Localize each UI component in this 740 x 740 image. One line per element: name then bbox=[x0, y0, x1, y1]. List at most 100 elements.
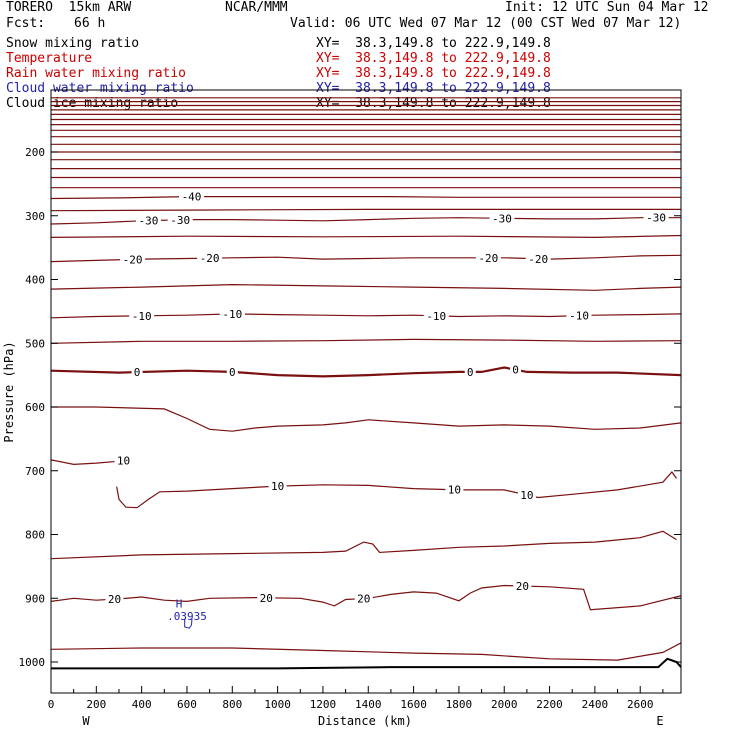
contour-label: -10 bbox=[426, 310, 446, 323]
contour-label: 0 bbox=[134, 366, 141, 379]
contour-label-bg bbox=[423, 309, 449, 322]
contour-label-bg bbox=[179, 190, 205, 203]
east-label: E bbox=[656, 714, 663, 728]
contour-label-bg bbox=[517, 488, 536, 501]
contour-label: -30 bbox=[492, 212, 512, 225]
field-xy-rain: XY= 38.3,149.8 to 222.9,149.8 bbox=[316, 66, 551, 81]
x-tick-label: 800 bbox=[222, 698, 242, 711]
center-name: NCAR/MMM bbox=[225, 0, 288, 15]
field-xy-temperature: XY= 38.3,149.8 to 222.9,149.8 bbox=[316, 51, 551, 66]
contour-label: -40 bbox=[182, 191, 202, 204]
contour-label: 0 bbox=[512, 364, 519, 377]
contour-line bbox=[51, 530, 677, 560]
contour-label: -30 bbox=[139, 215, 159, 228]
y-tick-label: 500 bbox=[25, 337, 45, 350]
contour-label-bg bbox=[120, 253, 146, 266]
x-tick-label: 0 bbox=[48, 698, 55, 711]
contour-label-bg bbox=[354, 592, 373, 605]
contour-label-bg bbox=[513, 580, 532, 593]
contour-label: -20 bbox=[528, 253, 548, 266]
contour-label-bg bbox=[464, 365, 476, 378]
forecast-label: Fcst: bbox=[6, 16, 46, 31]
x-tick-label: 2200 bbox=[536, 698, 563, 711]
contour-label-bg bbox=[135, 214, 161, 227]
contour-label-bg bbox=[226, 365, 238, 378]
contour-label-bg bbox=[114, 454, 133, 467]
y-tick-label: 900 bbox=[25, 592, 45, 605]
contour-label: -20 bbox=[123, 253, 143, 266]
y-tick-label: 400 bbox=[25, 274, 45, 287]
y-tick-label: 200 bbox=[25, 146, 45, 159]
contour-label: -10 bbox=[569, 310, 589, 323]
field-name-snow: Snow mixing ratio bbox=[6, 36, 140, 51]
west-label: W bbox=[82, 714, 90, 728]
contour-label: 10 bbox=[520, 489, 533, 502]
contour-label-bg bbox=[167, 213, 193, 226]
x-tick-label: 200 bbox=[86, 698, 106, 711]
contour-label-bg bbox=[445, 483, 464, 496]
annotation-layer: H.03935 bbox=[167, 597, 207, 629]
y-tick-label: 300 bbox=[25, 210, 45, 223]
x-tick-label: 600 bbox=[177, 698, 197, 711]
contour-label-bg bbox=[510, 363, 522, 376]
x-tick-label: 2600 bbox=[627, 698, 654, 711]
x-tick-label: 1200 bbox=[310, 698, 337, 711]
contour-label-bg bbox=[257, 591, 276, 604]
contour-label: -30 bbox=[646, 212, 666, 225]
contour-line bbox=[51, 254, 681, 263]
x-tick-label: 1000 bbox=[264, 698, 291, 711]
contour-label-bg bbox=[105, 593, 124, 606]
contour-label-bg bbox=[489, 212, 515, 225]
contour-line bbox=[51, 657, 681, 670]
contour-label: 10 bbox=[117, 455, 130, 468]
contour-label: 20 bbox=[357, 593, 370, 606]
contour-label: 0 bbox=[229, 366, 236, 379]
contour-label: -20 bbox=[478, 252, 498, 265]
contour-line bbox=[116, 471, 677, 509]
contour-label-bg bbox=[129, 309, 155, 322]
field-name-temperature: Temperature bbox=[6, 51, 93, 66]
model-name: TORERO 15km ARW bbox=[6, 0, 132, 15]
contour-label: 20 bbox=[108, 593, 121, 606]
x-tick-label: 2400 bbox=[582, 698, 609, 711]
contour-line bbox=[51, 406, 681, 432]
contour-label-bg bbox=[643, 211, 669, 224]
contour-label-bg bbox=[131, 366, 143, 379]
y-tick-label: 700 bbox=[25, 465, 45, 478]
plot-frame bbox=[50, 89, 682, 694]
contour-label: 10 bbox=[271, 480, 284, 493]
forecast-hour: 66 h bbox=[74, 16, 106, 31]
contour-line bbox=[51, 366, 681, 378]
field-name-cloud-water: Cloud water mixing ratio bbox=[6, 81, 194, 96]
contour-line bbox=[51, 338, 681, 344]
x-tick-label: 1400 bbox=[355, 698, 382, 711]
cloud-water-annotation: H bbox=[176, 597, 183, 610]
y-tick-label: 600 bbox=[25, 401, 45, 414]
field-name-cloud-ice: Cloud ice mixing ratio bbox=[6, 96, 179, 111]
x-tick-label: 2000 bbox=[491, 698, 518, 711]
contour-label-bg bbox=[268, 480, 287, 493]
contour-label: 10 bbox=[448, 484, 461, 497]
contour-line bbox=[51, 234, 681, 239]
contour-label: -10 bbox=[132, 310, 152, 323]
y-tick-label: 1000 bbox=[19, 656, 46, 669]
contour-label-bg bbox=[219, 307, 245, 320]
y-tick-label: 800 bbox=[25, 529, 45, 542]
y-axis-label: Pressure (hPa) bbox=[2, 341, 16, 442]
contour-line bbox=[51, 208, 681, 212]
contour-line bbox=[51, 196, 681, 200]
contour-label: -10 bbox=[222, 308, 242, 321]
x-tick-label: 1800 bbox=[446, 698, 473, 711]
contour-label-layer: 20 20 20 20 10 10 10 10 0 0 0 0 -10 -10 -10 -10 -20 -20 -2… bbox=[105, 190, 669, 606]
field-xy-snow: XY= 38.3,149.8 to 222.9,149.8 bbox=[316, 36, 551, 51]
valid-time: Valid: 06 UTC Wed 07 Mar 12 (00 CST Wed … bbox=[290, 16, 682, 31]
x-tick-label: 400 bbox=[132, 698, 152, 711]
field-xy-cloud-water: XY= 38.3,149.8 to 222.9,149.8 bbox=[316, 81, 551, 96]
contour-label: -30 bbox=[170, 214, 190, 227]
contour-label: 0 bbox=[467, 366, 474, 379]
cloud-water-annotation: .03935 bbox=[167, 610, 207, 623]
contour-label-bg bbox=[525, 252, 551, 265]
contour-label-bg bbox=[197, 252, 223, 265]
